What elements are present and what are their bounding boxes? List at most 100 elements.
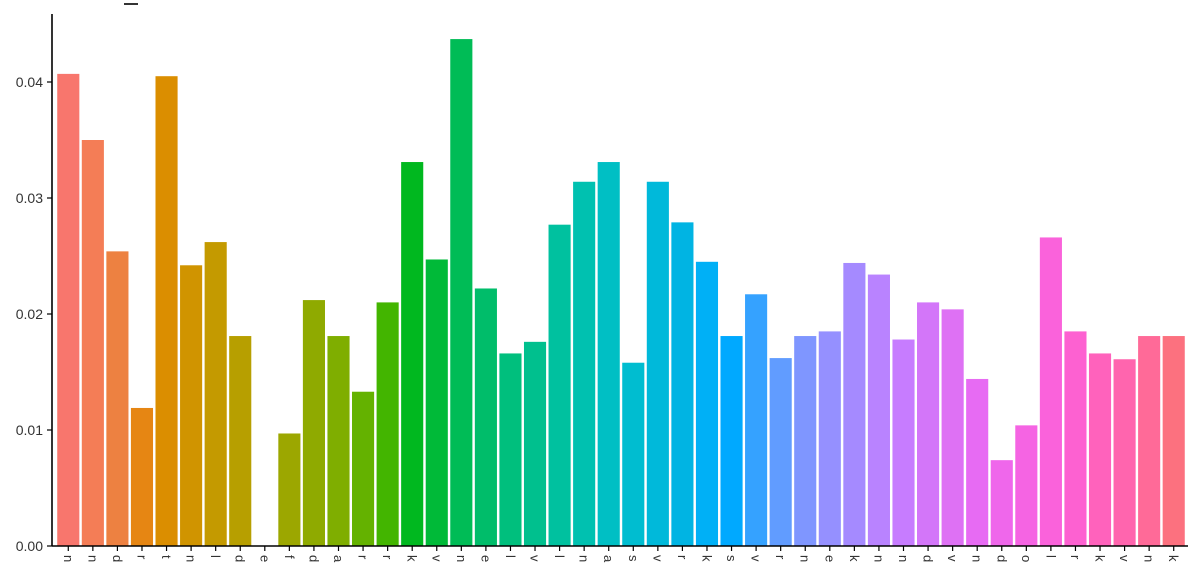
- bar-23: [597, 162, 620, 547]
- bar-31: [794, 336, 817, 546]
- bar-36: [917, 302, 940, 546]
- bar-38: [966, 378, 989, 546]
- bar-13: [352, 391, 375, 546]
- y-tick-label: 0.02: [16, 306, 43, 322]
- bar-44: [1113, 359, 1136, 546]
- x-tick-label: o: [1019, 555, 1034, 562]
- x-tick-label: v: [1117, 555, 1132, 562]
- x-tick-label: n: [798, 555, 813, 562]
- bars-layer: [57, 39, 1185, 547]
- axes-layer: [51, 3, 1188, 547]
- x-tick-label: r: [356, 555, 371, 560]
- bar-2: [81, 140, 104, 546]
- x-tick-label: l: [552, 555, 567, 558]
- bar-30: [769, 358, 792, 546]
- bar-7: [204, 242, 227, 546]
- x-tick-label: k: [1093, 555, 1108, 562]
- x-tick-label: d: [233, 555, 248, 562]
- bar-15: [401, 162, 424, 547]
- bar-10: [278, 433, 301, 546]
- x-tick-label: e: [478, 555, 493, 562]
- bar-41: [1039, 237, 1062, 546]
- bar-37: [941, 309, 964, 546]
- bar-3: [106, 251, 129, 547]
- x-tick-label: d: [921, 555, 936, 562]
- x-tick-label: e: [257, 555, 272, 562]
- bar-26: [671, 222, 694, 547]
- bar-35: [892, 339, 915, 546]
- bar-34: [867, 274, 890, 546]
- x-tick-label: l: [208, 555, 223, 558]
- x-tick-label: k: [1166, 555, 1181, 562]
- x-tick-label: f: [282, 555, 297, 559]
- bar-29: [745, 294, 768, 546]
- x-tick-label: d: [994, 555, 1009, 562]
- x-tick-label: r: [380, 555, 395, 560]
- bar-45: [1138, 336, 1161, 546]
- x-tick-label: e: [822, 555, 837, 562]
- bar-27: [695, 261, 719, 546]
- bar-24: [622, 362, 645, 546]
- bar-22: [573, 181, 596, 546]
- x-tick-label: d: [306, 555, 321, 562]
- x-tick-label: v: [650, 555, 665, 562]
- bar-42: [1064, 331, 1087, 546]
- x-tick-label: r: [773, 555, 788, 560]
- x-tick-label: n: [85, 555, 100, 562]
- x-tick-label: n: [577, 555, 592, 562]
- bar-40: [1015, 425, 1038, 546]
- x-tick-label: n: [454, 555, 469, 562]
- y-tick-label: 0.04: [16, 74, 43, 90]
- bar-39: [990, 460, 1013, 546]
- x-tick-label: s: [724, 555, 739, 562]
- y-tick-label: 0.01: [16, 422, 43, 438]
- x-tick-label: v: [945, 555, 960, 562]
- x-tick-label: k: [847, 555, 862, 562]
- bar-32: [818, 331, 841, 546]
- x-tick-label: d: [110, 555, 125, 562]
- x-tick-label: s: [626, 555, 641, 562]
- x-tick-label: v: [749, 555, 764, 562]
- x-tick-label: l: [1043, 555, 1058, 558]
- bar-5: [155, 76, 178, 546]
- x-tick-label: a: [331, 555, 346, 563]
- x-tick-label: n: [1142, 555, 1157, 562]
- bar-33: [843, 262, 866, 546]
- bar-19: [499, 353, 522, 546]
- bar-18: [474, 288, 497, 546]
- x-tick-label: v: [429, 555, 444, 562]
- x-tick-label: n: [61, 555, 76, 562]
- x-tick-label: r: [1068, 555, 1083, 560]
- x-tick-label: n: [896, 555, 911, 562]
- bar-43: [1088, 353, 1112, 546]
- bar-14: [376, 302, 399, 546]
- x-tick-label: l: [503, 555, 518, 558]
- bar-16: [425, 259, 448, 546]
- x-tick-label: n: [970, 555, 985, 562]
- bar-8: [229, 336, 252, 546]
- bar-4: [130, 407, 154, 546]
- x-tick-label: n: [871, 555, 886, 562]
- bar-6: [180, 265, 203, 546]
- bar-12: [327, 336, 350, 546]
- x-tick-label: k: [699, 555, 714, 562]
- y-tick-label: 0.00: [16, 538, 43, 554]
- x-tick-label: r: [134, 555, 149, 560]
- bar-46: [1162, 336, 1185, 546]
- bar-20: [523, 341, 547, 546]
- x-tick-label: t: [159, 555, 174, 559]
- x-tick-label: k: [405, 555, 420, 562]
- bar-21: [548, 224, 571, 546]
- bar-25: [646, 181, 669, 546]
- x-tick-label: n: [184, 555, 199, 562]
- x-tick-label: r: [675, 555, 690, 560]
- y-tick-label: 0.03: [16, 190, 43, 206]
- bar-17: [450, 39, 473, 546]
- bar-1: [57, 73, 80, 546]
- y-ticks-layer: 0.00 0.01 0.02 0.03 0.04: [16, 74, 52, 554]
- bar-11: [302, 300, 325, 546]
- x-tick-label: v: [528, 555, 543, 562]
